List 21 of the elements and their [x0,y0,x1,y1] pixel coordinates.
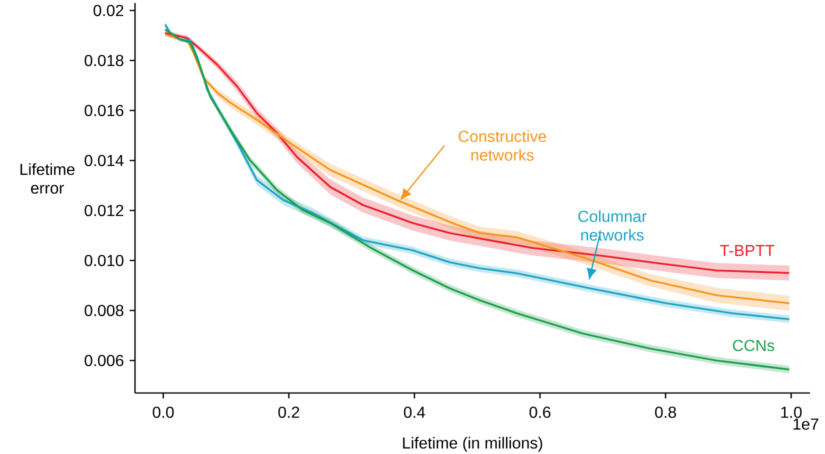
x-tick-label: 0.2 [278,406,300,418]
series-label: T-BPTT [720,245,774,256]
text: Columnar networks [578,210,647,241]
x-axis-title: Lifetime (in millions) [403,436,542,452]
y-tick-label: 0.010 [84,254,124,266]
y-tick-label: 0.014 [84,154,124,166]
y-axis-title: Lifetime error [20,163,75,194]
y-tick-label: 0.008 [84,304,124,316]
text: Constructive networks [458,130,546,161]
text: 1e7 [794,418,818,430]
x-tick-label: 1.0 [781,406,802,418]
y-tick-label: 0.016 [84,104,124,116]
x-tick-label: 0.6 [530,406,550,418]
y-tick-label: 0.02 [94,4,124,16]
y-tick-label: 0.018 [84,54,124,66]
y-tick-label: 0.012 [84,204,124,216]
y-tick-label: 0.006 [84,354,124,366]
series-label: CCNs [732,340,774,352]
x-tick-label: 0.8 [655,406,676,418]
x-tick-label: 0.0 [152,406,174,418]
x-tick-label: 0.4 [404,406,426,418]
